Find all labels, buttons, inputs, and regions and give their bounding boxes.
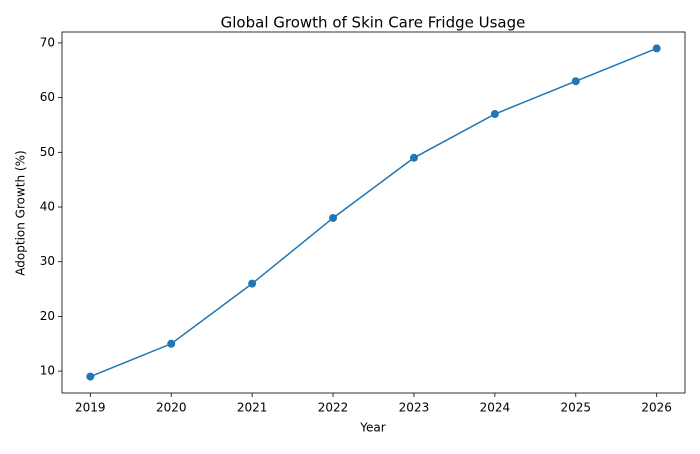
point [652,44,661,53]
y-tick-label: 70 [40,35,55,49]
x-tick-label: 2022 [318,401,349,415]
y-axis-label: Adoption Growth (%) [14,150,28,275]
y-tick-label: 40 [40,200,55,214]
chart-title: Global Growth of Skin Care Fridge Usage [221,14,526,32]
point [167,339,176,348]
x-tick-label: 2021 [237,401,268,415]
point [571,77,580,86]
y-tick-label: 20 [40,309,55,323]
x-tick-label: 2026 [641,401,672,415]
x-tick-label: 2024 [480,401,511,415]
point [490,110,499,119]
x-tick-label: 2025 [560,401,591,415]
plot-frame [61,31,686,394]
y-tick-label: 50 [40,145,55,159]
y-tick-label: 10 [40,364,55,378]
x-axis-label: Year [359,421,385,435]
x-tick-label: 2023 [399,401,430,415]
point [329,213,338,222]
point [409,153,418,162]
line [90,47,657,378]
point [248,279,257,288]
y-tick-label: 30 [40,254,55,268]
x-tick-label: 2020 [156,401,187,415]
y-tick-label: 60 [40,90,55,104]
point [86,372,95,381]
x-tick-label: 2019 [75,401,106,415]
